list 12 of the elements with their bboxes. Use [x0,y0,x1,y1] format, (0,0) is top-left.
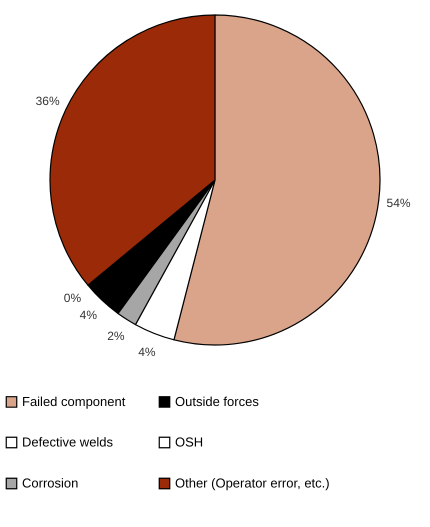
legend-label: OSH [175,434,204,450]
text: 0% [64,290,82,305]
legend-label: Defective welds [22,434,114,450]
data-label: 4% [138,345,156,360]
legend-label: Failed component [22,394,126,409]
data-label: 4% [80,308,98,322]
legend-label: Outside forces [175,394,260,409]
data-label: 2% [107,329,125,344]
data-label: 54% [386,196,411,210]
data-label: 36% [36,94,60,108]
legend-label: Corrosion [22,476,78,490]
legend-label: Other (Operator error, etc.) [175,476,330,490]
